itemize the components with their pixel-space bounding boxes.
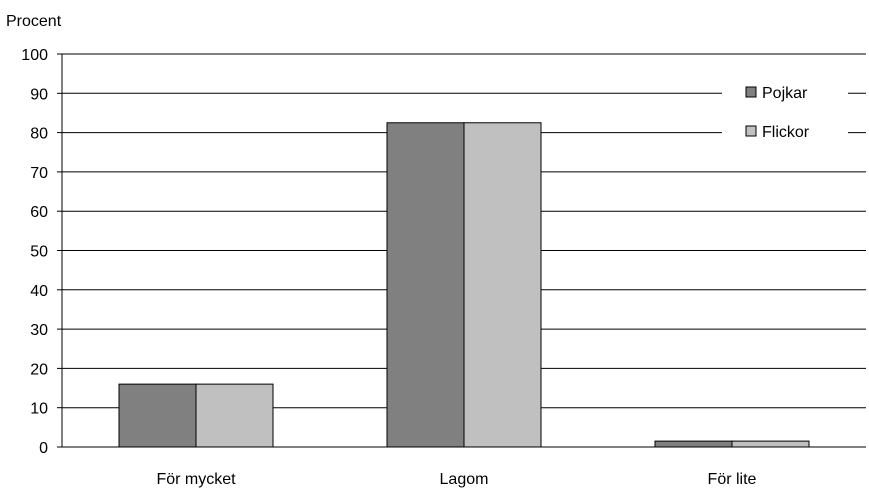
- x-category-labels: För mycket Lagom För lite: [156, 471, 756, 488]
- bars: [118, 122, 810, 448]
- y-tick-label: 80: [30, 126, 48, 143]
- bar-flickor-1: [463, 122, 542, 448]
- legend-swatch-pojkar: [745, 86, 757, 98]
- legend-swatch-flickor: [745, 125, 757, 137]
- bar-pojkar-2: [654, 440, 733, 448]
- y-axis-title: Procent: [6, 13, 62, 30]
- y-tick-label: 10: [30, 401, 48, 418]
- y-tick-label: 100: [21, 47, 48, 64]
- legend: Pojkar Flickor: [722, 76, 848, 150]
- legend-background: [722, 76, 848, 150]
- y-tick-label: 50: [30, 244, 48, 261]
- bar-flickor-2: [731, 440, 810, 448]
- axes: [61, 54, 866, 448]
- y-tick-label: 0: [39, 440, 48, 457]
- y-tick-labels: 0 10 20 30 40 50 60 70 80 90 100: [21, 47, 48, 457]
- y-tick-label: 30: [30, 322, 48, 339]
- y-tick-label: 20: [30, 361, 48, 378]
- x-category-label: För lite: [708, 471, 757, 488]
- y-tick-label: 40: [30, 283, 48, 300]
- bar-flickor-0: [195, 383, 274, 448]
- x-category-label: Lagom: [440, 471, 489, 488]
- x-category-label: För mycket: [156, 471, 236, 488]
- y-tick-label: 90: [30, 86, 48, 103]
- bar-pojkar-1: [386, 122, 465, 448]
- y-tick-label: 60: [30, 204, 48, 221]
- bar-pojkar-0: [118, 383, 197, 448]
- legend-label-pojkar: Pojkar: [762, 85, 808, 102]
- legend-label-flickor: Flickor: [762, 124, 810, 141]
- y-tick-label: 70: [30, 165, 48, 182]
